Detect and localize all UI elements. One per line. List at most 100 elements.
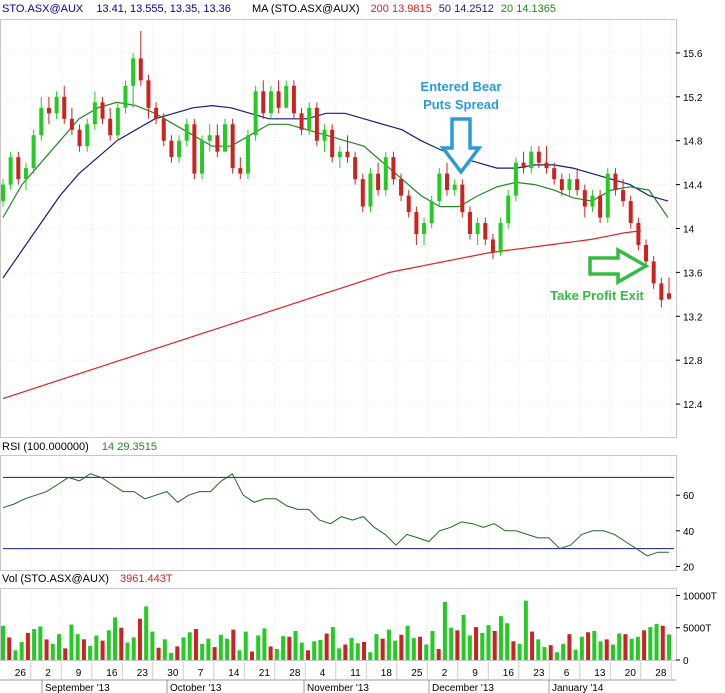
volume-bar (517, 643, 522, 660)
candle-body (659, 283, 664, 300)
right-arrow-icon (588, 246, 650, 286)
candle (628, 195, 633, 229)
volume-bar (305, 650, 310, 660)
candle (299, 107, 304, 136)
candle-body (85, 124, 90, 147)
candle-body (330, 129, 335, 158)
candle-body (69, 118, 74, 130)
date-tick-label: 23 (533, 668, 545, 679)
volume-bar (337, 648, 342, 660)
ma50-line (2, 104, 669, 279)
volume-bar (586, 632, 591, 660)
candle (590, 190, 595, 213)
volume-bar (75, 634, 80, 660)
candle-body (31, 135, 36, 169)
candle (575, 168, 580, 196)
candle-body (268, 91, 273, 114)
volume-bar (256, 635, 261, 660)
price-tick-label: 14.4 (683, 181, 703, 192)
candle (16, 151, 21, 185)
volume-bar (449, 627, 454, 660)
candle (23, 162, 28, 191)
volume-bar (156, 647, 161, 660)
volume-bar (654, 623, 659, 660)
candle (138, 30, 143, 86)
volume-bar (181, 637, 186, 660)
candle-body (667, 293, 671, 299)
date-tick-label: 9 (76, 668, 82, 679)
volume-bar (237, 650, 242, 660)
volume-bar (343, 644, 348, 660)
candle (238, 157, 243, 180)
rsi-value: 14 29.3515 (102, 441, 157, 453)
candle (1, 179, 5, 207)
candle (498, 217, 503, 256)
volume-tick-label: 5000T (683, 624, 711, 635)
candle-body (590, 195, 595, 207)
candle-body (108, 118, 113, 136)
volume-header: Vol (STO.ASX@AUX) 3961.443T (2, 573, 173, 585)
volume-bar (573, 649, 578, 660)
candle-body (544, 162, 549, 169)
candle (223, 118, 227, 152)
volume-bar (212, 647, 217, 660)
volume-bar (162, 639, 167, 660)
volume-bar (405, 625, 410, 660)
candle-body (567, 179, 572, 191)
candle-body (192, 124, 197, 174)
price-axis: 15.6 15.2 14.8 14.4 14 13.6 13.2 12.8 12.4 (676, 49, 703, 411)
candle (200, 135, 205, 180)
candle-body (184, 124, 189, 141)
volume-bar (411, 638, 416, 660)
month-label: November '13 (307, 683, 369, 693)
candle-body (490, 239, 495, 253)
candle (483, 217, 488, 245)
volume-bar (592, 630, 597, 660)
candle (85, 118, 90, 152)
candle (598, 190, 603, 224)
volume-bar (380, 638, 385, 660)
volume-bar (225, 638, 230, 660)
volume-bar (144, 606, 149, 660)
volume-bar (281, 636, 286, 660)
candle-body (506, 195, 511, 224)
volume-bar (349, 638, 354, 660)
volume-bar (386, 629, 391, 660)
candle (644, 239, 649, 267)
candle (475, 217, 480, 245)
symbol-label: STO.ASX@AUX (2, 3, 84, 15)
candle (452, 179, 457, 196)
volume-bar (169, 652, 174, 660)
candle (161, 113, 166, 147)
candle-body (92, 102, 97, 125)
rsi-tick-label: 20 (683, 562, 695, 573)
candle-body (62, 96, 67, 119)
volume-bar (442, 601, 447, 660)
candle (360, 173, 365, 213)
candle (490, 233, 495, 260)
volume-tick-label: 10000T (683, 591, 717, 602)
candle (337, 146, 342, 169)
ohlc-values: 13.41, 13.555, 13.35, 13.36 (96, 3, 231, 15)
exit-annotation: Take Profit Exit (550, 246, 650, 303)
volume-bar (561, 643, 566, 660)
date-tick-label: 9 (472, 668, 478, 679)
date-tick-label: 16 (106, 668, 118, 679)
candle (314, 102, 319, 147)
moving-averages (2, 101, 669, 400)
candle-body (582, 190, 587, 207)
candle (353, 151, 358, 185)
candle (506, 190, 511, 229)
date-tick-label: 13 (594, 668, 606, 679)
candle-body (46, 107, 51, 114)
candle-body (138, 58, 143, 81)
candle (192, 118, 197, 180)
candle (567, 173, 572, 196)
volume-bar (1, 625, 5, 660)
candle-body (651, 261, 656, 284)
candle-body (575, 179, 580, 191)
price-tick-label: 12.8 (683, 356, 703, 367)
candle-body (521, 162, 526, 169)
volume-bar (200, 643, 205, 660)
candle-body (536, 151, 541, 163)
